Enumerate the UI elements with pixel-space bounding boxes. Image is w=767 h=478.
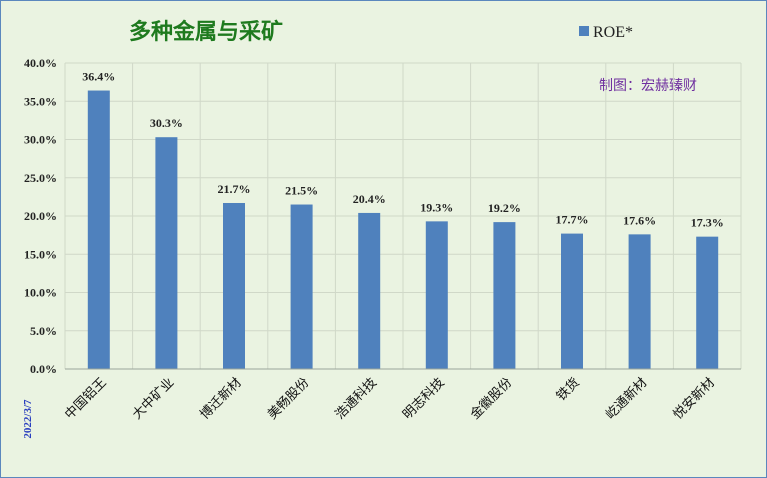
bar: [358, 212, 381, 369]
bar: [290, 204, 313, 369]
chart-credit: 制图：宏赫臻财: [599, 78, 697, 94]
y-tick-label: 25.0%: [24, 171, 57, 185]
data-label: 17.7%: [556, 213, 589, 227]
data-label: 21.7%: [218, 182, 251, 196]
y-tick-label: 15.0%: [24, 247, 57, 261]
x-tick-label: 屹通新材: [602, 375, 650, 423]
x-tick-label: 大中矿业: [130, 375, 177, 422]
date-stamp: 2022/3/7: [22, 399, 34, 439]
data-label: 17.3%: [691, 216, 724, 230]
x-axis: 中国铝王 大中矿业 博迁新材 美畅股份 浩通科技 明志科技 金徽股份 铁货 屹通新材 悦安新材: [62, 368, 741, 423]
y-tick-label: 30.0%: [24, 133, 57, 147]
bars: 36.4% 30.3% 21.7% 21.5% 20.4% 19.3% 19.2% 17.7%…: [82, 70, 724, 369]
legend-swatch: [579, 26, 589, 36]
x-tick-label: 铁货: [553, 375, 583, 405]
y-tick-label: 10.0%: [24, 286, 57, 300]
bar: [696, 236, 719, 369]
bar: [87, 90, 110, 369]
y-tick-label: 0.0%: [30, 362, 57, 376]
y-tick-label: 5.0%: [30, 324, 57, 338]
y-tick-label: 40.0%: [24, 56, 57, 70]
x-tick-label: 明志科技: [400, 375, 447, 422]
bar: [628, 234, 651, 369]
x-tick-label: 博迁新材: [197, 375, 245, 423]
legend-label: ROE*: [593, 24, 633, 41]
data-label: 19.3%: [420, 200, 453, 214]
data-label: 30.3%: [150, 116, 183, 130]
bar: [223, 202, 245, 369]
bar: [561, 233, 583, 369]
data-label: 20.4%: [353, 192, 386, 206]
data-label: 21.5%: [285, 184, 318, 198]
chart-title: 多种金属与采矿: [129, 19, 283, 45]
data-label: 17.6%: [623, 213, 656, 227]
legend: ROE*: [579, 24, 633, 41]
x-tick-label: 浩通科技: [333, 375, 380, 422]
bar: [155, 137, 178, 369]
y-axis: 0.0% 5.0% 10.0% 15.0% 20.0% 25.0% 30.0% 35.0% 40…: [24, 56, 57, 376]
x-tick-label: 中国铝王: [62, 375, 109, 422]
bar: [425, 221, 448, 369]
x-tick-label: 美畅股份: [265, 375, 312, 422]
x-tick-label: 悦安新材: [670, 375, 718, 423]
y-tick-label: 20.0%: [24, 209, 57, 223]
gridlines: [64, 62, 742, 370]
bar: [493, 222, 516, 369]
data-label: 36.4%: [82, 70, 115, 84]
data-label: 19.2%: [488, 201, 521, 215]
x-tick-label: 金徽股份: [467, 375, 515, 423]
y-tick-label: 35.0%: [24, 94, 57, 108]
